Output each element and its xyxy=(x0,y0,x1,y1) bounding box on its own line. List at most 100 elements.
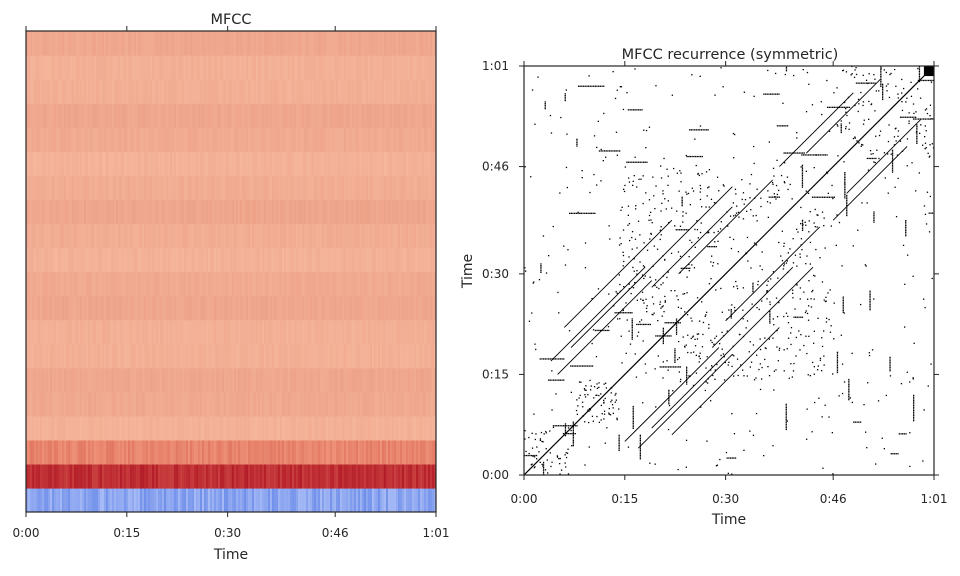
mfcc-cell xyxy=(308,271,311,297)
mfcc-cell xyxy=(322,367,325,393)
mfcc-cell xyxy=(90,271,93,297)
mfcc-cell xyxy=(278,295,281,321)
mfcc-cell xyxy=(338,319,341,345)
mfcc-cell xyxy=(284,439,287,465)
recurrence-point xyxy=(685,191,687,193)
mfcc-cell xyxy=(282,247,285,273)
mfcc-cell xyxy=(28,295,31,321)
mfcc-cell xyxy=(28,439,31,465)
mfcc-cell xyxy=(182,175,185,200)
mfcc-cell xyxy=(152,463,155,489)
mfcc-cell xyxy=(302,271,305,297)
mfcc-cell xyxy=(232,127,235,152)
mfcc-cell xyxy=(250,319,253,345)
recurrence-point xyxy=(837,125,839,127)
mfcc-cell xyxy=(254,103,257,128)
mfcc-cell xyxy=(176,319,179,345)
mfcc-cell xyxy=(172,367,175,393)
mfcc-cell xyxy=(312,463,315,489)
mfcc-cell xyxy=(126,79,129,104)
recurrence-point xyxy=(588,75,590,77)
mfcc-cell xyxy=(430,31,433,56)
mfcc-cell xyxy=(348,79,351,104)
mfcc-cell xyxy=(136,247,139,273)
recurrence-point xyxy=(734,309,736,312)
mfcc-cell xyxy=(132,271,135,297)
mfcc-cell xyxy=(370,439,373,465)
mfcc-cell xyxy=(92,439,95,465)
mfcc-cell xyxy=(344,391,347,417)
mfcc-cell xyxy=(324,175,327,200)
mfcc-cell xyxy=(158,463,161,489)
mfcc-cell xyxy=(374,319,377,345)
mfcc-cell xyxy=(46,247,49,273)
recurrence-point xyxy=(695,354,697,356)
mfcc-cell xyxy=(60,391,63,417)
mfcc-cell xyxy=(156,463,159,489)
recurrence-point xyxy=(733,157,735,159)
mfcc-cell xyxy=(64,319,67,345)
recurrence-point xyxy=(621,362,623,364)
mfcc-cell xyxy=(210,79,213,104)
mfcc-cell xyxy=(186,271,189,297)
mfcc-cell xyxy=(402,55,405,80)
mfcc-cell xyxy=(68,415,71,441)
mfcc-cell xyxy=(106,487,109,512)
mfcc-cell xyxy=(110,223,113,249)
mfcc-cell xyxy=(112,79,115,104)
mfcc-cell xyxy=(228,415,231,441)
mfcc-cell xyxy=(130,79,133,104)
recurrence-point xyxy=(699,231,702,234)
recurrence-point xyxy=(813,167,815,169)
mfcc-cell xyxy=(190,247,193,273)
mfcc-cell xyxy=(290,463,293,489)
mfcc-cell xyxy=(266,415,269,441)
mfcc-cell xyxy=(256,151,259,176)
mfcc-cell xyxy=(406,343,409,369)
recurrence-point xyxy=(823,225,825,227)
mfcc-x-axis: 0:00 0:15 0:30 0:46 1:01 xyxy=(13,26,449,540)
mfcc-cell xyxy=(338,199,341,224)
mfcc-cell xyxy=(52,463,55,489)
recurrence-point xyxy=(652,303,655,305)
mfcc-cell xyxy=(280,103,283,128)
mfcc-cell xyxy=(120,391,123,417)
mfcc-cell xyxy=(114,439,117,465)
recurrence-point xyxy=(697,333,700,335)
mfcc-cell xyxy=(418,175,421,200)
mfcc-cell xyxy=(252,319,255,345)
mfcc-cell xyxy=(164,271,167,297)
mfcc-cell xyxy=(186,175,189,200)
mfcc-cell xyxy=(140,199,143,224)
mfcc-cell xyxy=(62,367,65,393)
recurrence-point xyxy=(603,383,605,385)
mfcc-cell xyxy=(46,175,49,200)
recurrence-point xyxy=(645,372,647,374)
mfcc-cell xyxy=(308,415,311,441)
recurrence-point xyxy=(701,173,703,175)
recurrence-point xyxy=(757,284,759,286)
mfcc-cell xyxy=(266,487,269,512)
mfcc-cell xyxy=(404,463,407,489)
mfcc-cell xyxy=(266,319,269,345)
mfcc-cell xyxy=(52,127,55,152)
mfcc-cell xyxy=(64,223,67,249)
mfcc-cell xyxy=(422,343,425,369)
mfcc-cell xyxy=(150,343,153,369)
mfcc-cell xyxy=(316,439,319,465)
mfcc-cell xyxy=(202,127,205,152)
mfcc-cell xyxy=(356,439,359,465)
mfcc-cell xyxy=(320,319,323,345)
mfcc-cell xyxy=(300,55,303,80)
mfcc-cell xyxy=(310,391,313,417)
mfcc-cell xyxy=(194,55,197,80)
mfcc-cell xyxy=(256,439,259,465)
mfcc-cell xyxy=(208,343,211,369)
recurrence-point xyxy=(694,228,696,231)
mfcc-cell xyxy=(28,391,31,417)
recurrence-point xyxy=(747,260,749,262)
mfcc-cell xyxy=(422,295,425,321)
mfcc-cell xyxy=(86,151,89,176)
recurrence-point xyxy=(682,293,684,295)
mfcc-cell xyxy=(264,343,267,369)
